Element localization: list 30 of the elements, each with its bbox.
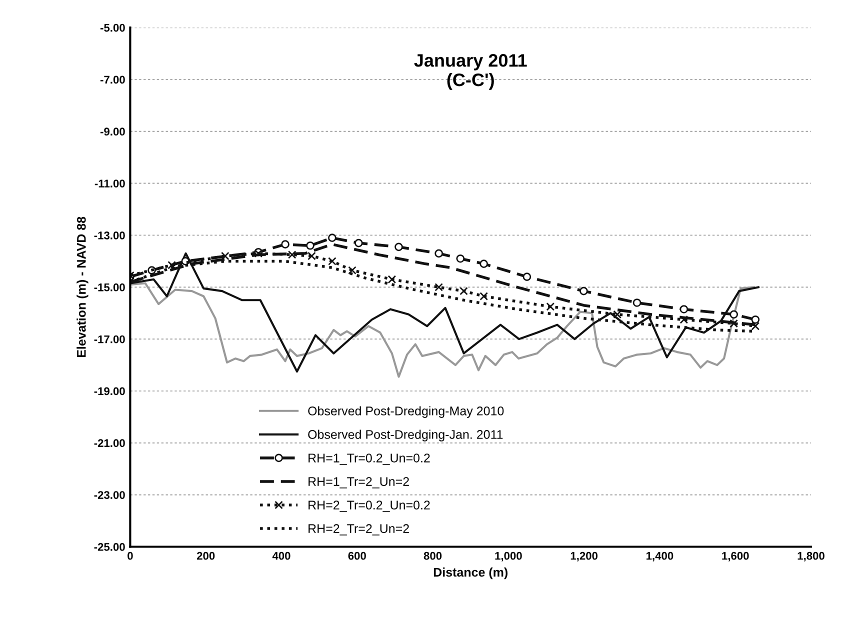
- legend-label: RH=1_Tr=0.2_Un=0.2: [308, 454, 430, 465]
- x-tick-label: 1,200: [570, 552, 598, 562]
- x-tick-label: 1,800: [798, 552, 824, 562]
- y-tick-label: -11.00: [94, 180, 125, 188]
- legend-label: RH=2_Tr=2_Un=2: [308, 524, 409, 536]
- x-tick-label: 0: [128, 552, 133, 560]
- y-tick-label: -9.00: [100, 128, 125, 136]
- legend-label: RH=1_Tr=2_Un=2: [308, 477, 409, 488]
- y-tick-label: -17.00: [94, 335, 125, 344]
- y-tick-label: -21.00: [94, 439, 125, 448]
- y-tick-label: -19.00: [94, 387, 125, 396]
- x-tick-label: 1,600: [722, 552, 749, 562]
- y-tick-label: -23.00: [94, 491, 125, 499]
- x-tick-label: 400: [272, 552, 290, 560]
- x-tick-label: 800: [424, 552, 442, 560]
- x-tick-label: 1,400: [646, 552, 674, 562]
- y-tick-label: -7.00: [100, 76, 125, 84]
- legend-label: RH=2_Tr=0.2_Un=0.2: [308, 500, 430, 512]
- y-tick-label: -5.00: [100, 24, 125, 32]
- y-tick-label: -15.00: [94, 283, 125, 292]
- x-tick-label: 200: [196, 552, 215, 560]
- y-tick-label: -25.00: [94, 543, 125, 551]
- x-axis-title: Distance (m): [434, 568, 508, 580]
- text: January 2011 (C-C'): [414, 54, 527, 90]
- x-tick-label: 1,000: [495, 552, 522, 562]
- y-tick-label: -13.00: [94, 232, 125, 240]
- legend-label: Observed Post-Dredging-Jan. 2011: [308, 430, 503, 442]
- x-tick-label: 600: [348, 552, 366, 560]
- y-axis-title: Elevation (m) - NAVD 88: [76, 216, 88, 358]
- legend-label: Observed Post-Dredging-May 2010: [308, 406, 504, 418]
